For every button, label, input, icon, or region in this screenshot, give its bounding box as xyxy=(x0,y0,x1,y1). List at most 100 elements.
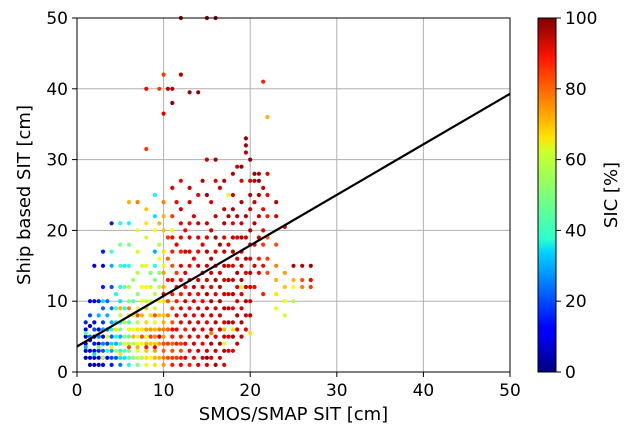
scatter-point xyxy=(261,228,266,233)
scatter-point xyxy=(126,348,132,353)
scatter-point xyxy=(191,313,196,318)
scatter-point xyxy=(200,299,205,304)
scatter-point xyxy=(118,327,123,332)
scatter-point xyxy=(118,334,123,339)
scatter-point xyxy=(183,355,188,360)
scatter-point xyxy=(204,355,209,360)
scatter-point xyxy=(157,256,162,261)
scatter-point xyxy=(83,320,88,325)
scatter-point xyxy=(235,256,240,261)
colorbar: 0 20 40 60 80 100 xyxy=(537,9,597,383)
scatter-point xyxy=(109,249,114,254)
scatter-point xyxy=(170,292,175,297)
scatter-point xyxy=(239,178,244,183)
scatter-point xyxy=(239,221,244,226)
scatter-point xyxy=(217,299,222,304)
scatter-point xyxy=(100,249,106,254)
scatter-point xyxy=(222,292,227,297)
scatter-point xyxy=(217,185,222,190)
scatter-point xyxy=(196,334,201,339)
scatter-point xyxy=(213,292,218,297)
scatter-point xyxy=(170,249,175,254)
scatter-point xyxy=(170,334,175,339)
scatter-point xyxy=(248,270,253,275)
scatter-point xyxy=(243,299,248,304)
scatter-point xyxy=(144,348,149,353)
scatter-point xyxy=(170,355,175,360)
scatter-point xyxy=(144,221,149,226)
scatter-point xyxy=(248,284,253,290)
scatter-point xyxy=(230,320,235,325)
scatter-point xyxy=(187,263,192,268)
scatter-point xyxy=(178,221,183,226)
scatter-point xyxy=(187,348,192,353)
scatter-point xyxy=(308,277,313,283)
scatter-point xyxy=(274,200,279,205)
scatter-point xyxy=(118,221,123,226)
scatter-point xyxy=(217,341,222,346)
scatter-point xyxy=(230,192,235,198)
scatter-point xyxy=(235,299,240,304)
scatter-point xyxy=(291,299,296,304)
scatter-point xyxy=(144,263,149,268)
scatter-point xyxy=(226,263,231,268)
scatter-point xyxy=(282,299,287,304)
scatter-point xyxy=(200,313,205,318)
scatter-point xyxy=(291,277,296,283)
scatter-point xyxy=(178,334,183,339)
colorbar-tick-label: 60 xyxy=(565,151,587,171)
scatter-point xyxy=(152,192,157,198)
scatter-point xyxy=(152,355,157,360)
scatter-point xyxy=(126,284,132,290)
scatter-point xyxy=(148,270,153,275)
scatter-point xyxy=(183,284,188,290)
scatter-point xyxy=(226,292,231,297)
scatter-point xyxy=(118,313,123,318)
scatter-point xyxy=(300,277,305,283)
scatter-point xyxy=(161,299,166,304)
scatter-point xyxy=(92,348,97,353)
scatter-point xyxy=(126,221,132,226)
colorbar-tick-label: 20 xyxy=(565,292,587,312)
scatter-point xyxy=(200,178,205,183)
scatter-point xyxy=(191,214,196,219)
scatter-point xyxy=(226,320,231,325)
scatter-point xyxy=(239,284,244,290)
scatter-point xyxy=(96,299,101,304)
scatter-point xyxy=(252,200,257,205)
scatter-point xyxy=(239,306,244,311)
scatter-point xyxy=(209,327,214,332)
scatter-point xyxy=(131,277,136,283)
scatter-point xyxy=(170,348,175,353)
scatter-point xyxy=(196,320,201,325)
y-tick-label: 10 xyxy=(46,292,68,312)
scatter-point xyxy=(230,327,235,332)
x-tick-label: 10 xyxy=(153,381,175,401)
scatter-point xyxy=(204,277,209,283)
scatter-point xyxy=(183,228,188,233)
scatter-point xyxy=(239,263,244,268)
scatter-point xyxy=(222,178,227,183)
scatter-point xyxy=(217,242,222,247)
scatter-point xyxy=(170,341,175,346)
scatter-point xyxy=(135,292,140,297)
scatter-point xyxy=(96,327,101,332)
scatter-point xyxy=(243,270,248,275)
scatter-point xyxy=(256,256,261,261)
scatter-point xyxy=(170,306,175,311)
scatter-point xyxy=(204,192,209,198)
scatter-point xyxy=(139,284,144,290)
scatter-point xyxy=(113,348,119,353)
colorbar-label: SIC [%] xyxy=(601,162,622,228)
scatter-point xyxy=(291,284,296,290)
scatter-point xyxy=(183,313,188,318)
scatter-point xyxy=(187,200,192,205)
scatter-point xyxy=(113,292,119,297)
scatter-point xyxy=(152,334,157,339)
x-tick-label: 50 xyxy=(499,381,521,401)
scatter-point xyxy=(300,284,305,290)
scatter-point xyxy=(118,263,123,268)
scatter-point xyxy=(256,270,261,275)
scatter-point xyxy=(226,306,231,311)
